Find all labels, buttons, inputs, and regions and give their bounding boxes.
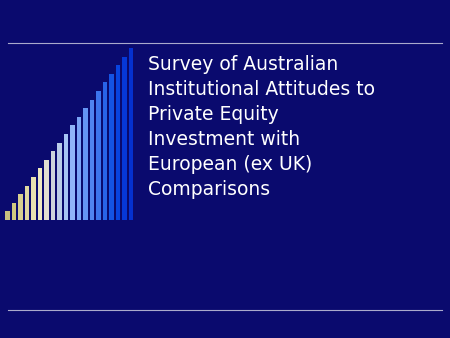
Bar [37,168,42,220]
Bar [57,143,62,220]
Bar [18,194,22,220]
Bar [116,65,120,220]
Bar [103,82,107,220]
Bar [63,134,68,220]
Bar [122,56,127,220]
Bar [5,211,10,220]
Text: Survey of Australian
Institutional Attitudes to
Private Equity
Investment with
E: Survey of Australian Institutional Attit… [148,55,375,199]
Bar [70,125,75,220]
Bar [96,91,101,220]
Bar [31,177,36,220]
Bar [50,151,55,220]
Bar [109,74,114,220]
Bar [24,186,29,220]
Bar [90,100,94,220]
Bar [44,160,49,220]
Bar [12,203,16,220]
Bar [83,108,88,220]
Bar [129,48,133,220]
Bar [76,117,81,220]
